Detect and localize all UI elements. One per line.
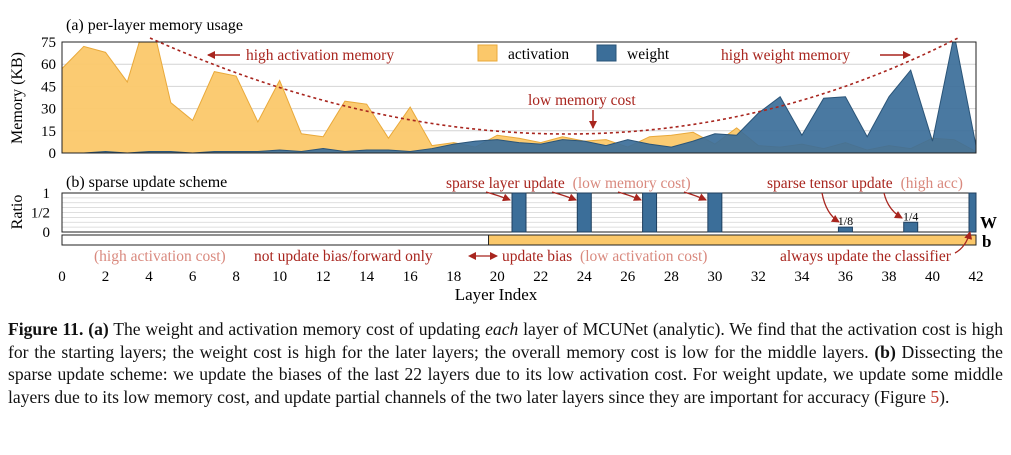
figure-caption: Figure 11. (a) The weight and activation… — [8, 318, 1003, 408]
panel-a-frame — [61, 41, 977, 154]
x-tick-label: 4 — [145, 269, 153, 285]
annotation-high-weight: high weight memory — [721, 47, 850, 64]
x-tick-label: 26 — [620, 269, 636, 285]
panel-b-title: (b) sparse update scheme — [66, 174, 227, 191]
x-tick-label: 16 — [403, 269, 419, 285]
label-fraction-1-8: 1/8 — [838, 214, 853, 228]
x-tick-label: 18 — [446, 269, 461, 285]
label-fraction-1-4: 1/4 — [903, 209, 918, 223]
caption-text-3: Dissecting the sparse update scheme: we … — [8, 341, 1003, 407]
weight-update-bar-layer-36 — [837, 226, 853, 233]
panel-b-y-ticks: 0 1/2 1 — [31, 186, 50, 241]
x-tick-label: 24 — [577, 269, 593, 285]
weight-update-bar-layer-24 — [576, 192, 592, 233]
x-tick-label: 40 — [925, 269, 940, 285]
panel-a-y-tick-label: 0 — [49, 146, 57, 162]
sparse-tensor-arrow-1 — [821, 192, 840, 223]
sparse-layer-arrow-2 — [551, 191, 577, 202]
caption-text-2: layer of MCUNet (analytic). We find that… — [8, 319, 1004, 362]
classifier-arrow — [954, 231, 973, 254]
weight-update-bar-layer-42 — [968, 192, 977, 233]
x-tick-label: 30 — [707, 269, 722, 285]
sparse-layer-arrow-1 — [485, 191, 511, 202]
panel-a-y-label: Memory (KB) — [9, 52, 26, 144]
caption-part-a-label: (a) — [88, 319, 109, 339]
caption-text-1: The weight and activation memory cost of… — [108, 319, 486, 339]
annotation-classifier: always update the classifier — [780, 248, 952, 265]
weight-update-bar-layer-30 — [707, 192, 723, 233]
x-tick-label: 36 — [838, 269, 854, 285]
sparse-layer-arrow-3 — [617, 191, 642, 201]
x-tick-label: 34 — [794, 269, 810, 285]
x-axis-label: Layer Index — [455, 285, 538, 304]
x-tick-label: 22 — [533, 269, 548, 285]
caption-part-b-label: (b) — [874, 341, 896, 362]
panel-a-y-ticks: 0 15 30 45 60 75 — [41, 35, 56, 162]
legend-weight-swatch — [596, 44, 617, 62]
weight-update-bar-layer-21 — [511, 192, 527, 233]
caption-figure-label: Figure 11. — [8, 319, 84, 339]
x-axis-ticks: 0 2 4 6 8 10 12 14 16 18 20 22 24 26 28 30 32 34 36 38 40 42 — [58, 269, 983, 285]
x-tick-label: 38 — [881, 269, 896, 285]
panel-b: (b) sparse update scheme 0 1/2 1 Ratio W b… — [9, 174, 997, 304]
caption-figure-ref-link[interactable]: 5 — [930, 386, 940, 407]
x-tick-label: 10 — [272, 269, 287, 285]
panel-a-y-tick-label: 75 — [41, 35, 56, 51]
legend-activation-swatch — [477, 44, 498, 62]
sparse-tensor-arrow-2 — [883, 192, 903, 219]
panel-b-weight-bars — [511, 192, 977, 233]
x-tick-label: 20 — [490, 269, 505, 285]
annotation-high-activation: high activation memory — [246, 47, 394, 64]
panel-b-y-tick-label: 1/2 — [31, 206, 50, 222]
panel-a-y-tick-label: 30 — [41, 102, 56, 118]
caption-text-4: ). — [939, 386, 950, 407]
sparse-layer-arrow-4 — [683, 191, 707, 201]
x-tick-label: 6 — [189, 269, 197, 285]
row-label-w: W — [980, 213, 997, 232]
bias-update-bar — [488, 234, 977, 246]
annotation-sparse-layer: sparse layer update (low memory cost) — [446, 175, 691, 192]
x-tick-label: 2 — [102, 269, 110, 285]
x-tick-label: 32 — [751, 269, 766, 285]
panel-a: 0 15 30 45 60 75 Memory (KB) (a) per-layer me… — [9, 17, 977, 162]
annotation-sparse-tensor: sparse tensor update (high acc) — [767, 175, 963, 192]
x-tick-label: 14 — [359, 269, 375, 285]
panel-a-y-tick-label: 15 — [41, 124, 56, 140]
x-tick-label: 8 — [232, 269, 240, 285]
x-tick-label: 0 — [58, 269, 66, 285]
panel-b-y-label: Ratio — [9, 195, 26, 230]
x-tick-label: 12 — [316, 269, 331, 285]
panel-a-areas — [62, 42, 976, 153]
panel-b-y-tick-label: 0 — [43, 225, 51, 241]
caption-emphasis-each: each — [485, 319, 519, 339]
row-label-b: b — [982, 232, 991, 251]
legend-activation-label: activation — [508, 46, 569, 63]
annotation-high-activation-cost: (high activation cost) — [94, 248, 226, 265]
panel-a-y-tick-label: 60 — [41, 57, 56, 73]
panel-a-title: (a) per-layer memory usage — [66, 17, 243, 34]
weight-update-bar-layer-39 — [903, 221, 919, 233]
legend-weight-label: weight — [627, 46, 670, 63]
annotation-update-bias: update bias (low activation cost) — [502, 248, 707, 265]
annotation-not-update-bias: not update bias/forward only — [254, 248, 433, 265]
panel-b-y-tick-label: 1 — [43, 186, 51, 202]
annotation-low-memory-cost: low memory cost — [528, 92, 636, 109]
x-tick-label: 28 — [664, 269, 679, 285]
weight-update-bar-layer-27 — [642, 192, 658, 233]
panel-a-y-tick-label: 45 — [41, 79, 56, 95]
x-tick-label: 42 — [969, 269, 984, 285]
